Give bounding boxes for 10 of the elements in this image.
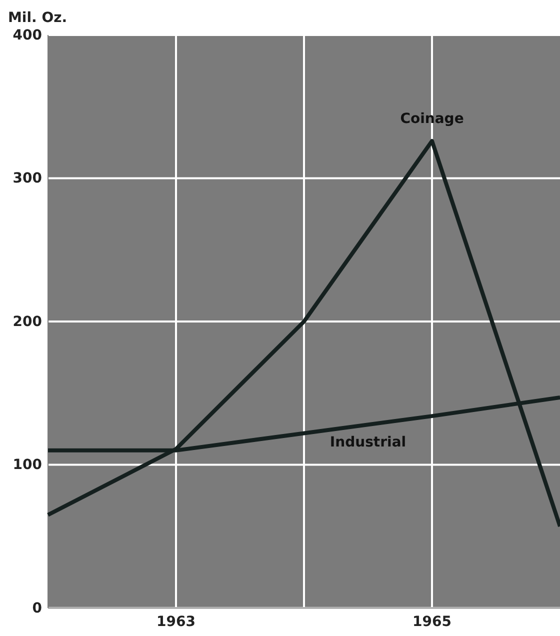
line-series [46, 139, 560, 528]
y-tick-label: 100 [12, 457, 42, 474]
x-tick-label: 1963 [156, 614, 196, 630]
y-tick-label: 300 [12, 170, 42, 187]
y-tick-label: 200 [12, 314, 42, 330]
series-label: Industrial [330, 434, 406, 451]
x-tick-label: 1965 [412, 614, 452, 630]
y-tick-label: 400 [12, 27, 42, 44]
y-tick-label: 0 [32, 600, 42, 616]
y-axis-title: Mil. Oz. [8, 10, 68, 26]
